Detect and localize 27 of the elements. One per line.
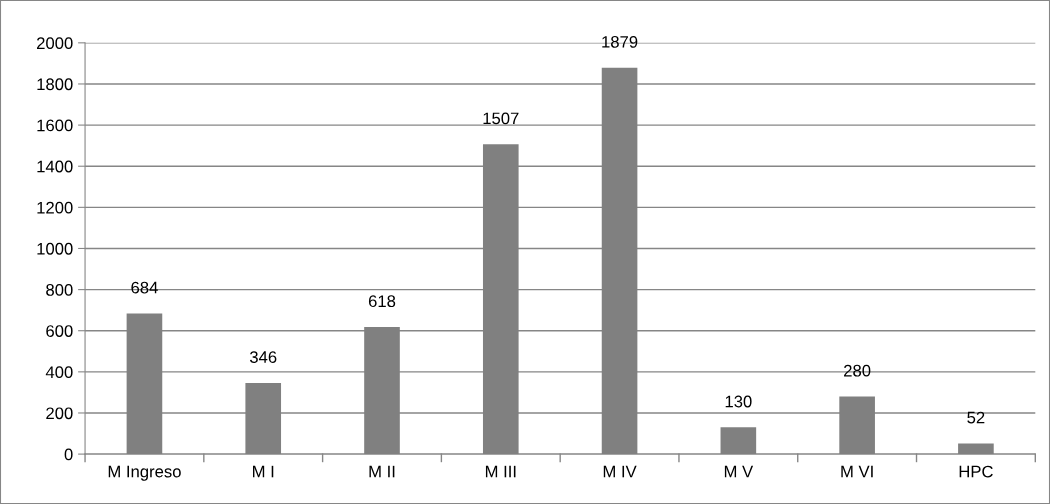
x-tick-label: M VI: [841, 465, 873, 478]
y-tick-label: 1600: [37, 119, 73, 132]
x-tick-label: M Ingreso: [108, 465, 181, 481]
y-tick-label: 1800: [37, 78, 73, 91]
data-label: 346: [249, 351, 277, 363]
y-tick-label: 1000: [37, 242, 73, 255]
x-tick-label: M I: [253, 465, 274, 478]
y-tick-label: 1400: [37, 160, 73, 173]
y-tick-label: 0: [64, 448, 73, 461]
data-label: 684: [131, 281, 158, 294]
data-label: 1507: [483, 112, 519, 125]
x-tick-label: M II: [369, 465, 395, 478]
y-tick-label: 1200: [37, 201, 73, 214]
y-tick-label: 800: [46, 284, 73, 296]
data-label: 280: [844, 364, 871, 377]
x-tick-label: M IV: [603, 465, 637, 478]
x-tick-label: HPC: [959, 465, 993, 478]
data-label: 618: [368, 295, 396, 308]
y-tick-label: 200: [46, 407, 73, 420]
data-label: 130: [725, 395, 752, 408]
y-tick-label: 400: [45, 366, 73, 379]
data-label: 1879: [602, 35, 638, 48]
x-tick-label: M III: [485, 465, 516, 478]
x-tick-label: M V: [724, 465, 754, 478]
y-tick-label: 600: [46, 325, 73, 337]
data-label: 52: [967, 411, 985, 424]
y-tick-label: 2000: [37, 37, 73, 50]
